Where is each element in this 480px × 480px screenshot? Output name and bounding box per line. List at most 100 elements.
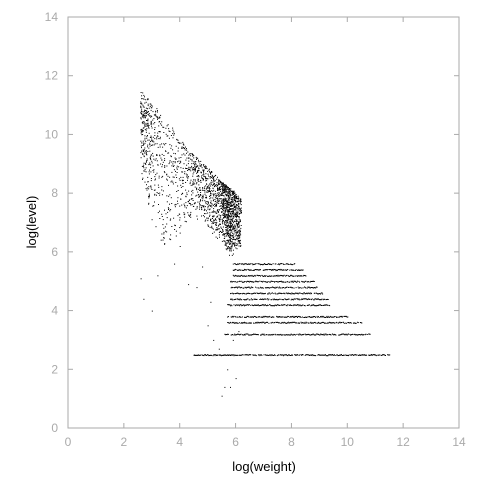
stripe-point xyxy=(348,354,350,356)
stripe-point xyxy=(223,354,224,356)
data-point xyxy=(169,203,170,205)
stripe-point xyxy=(345,354,347,356)
stripe-point xyxy=(263,354,265,356)
sparse-point xyxy=(188,284,190,286)
stripe-point xyxy=(313,287,315,289)
data-point xyxy=(141,102,143,104)
stripe-point xyxy=(287,281,289,283)
stripe-point xyxy=(237,316,238,318)
stripe-point xyxy=(271,305,273,307)
data-point xyxy=(187,151,189,153)
stripe-point xyxy=(290,274,292,276)
stripe-point xyxy=(237,281,238,283)
data-point xyxy=(226,200,228,202)
stripe-point xyxy=(264,269,266,271)
data-point xyxy=(229,237,231,239)
data-point xyxy=(142,177,144,179)
stripe-point xyxy=(288,281,290,283)
data-point xyxy=(205,178,207,180)
stripe-point xyxy=(289,275,291,277)
data-point xyxy=(141,150,143,152)
data-point xyxy=(208,184,210,186)
stripe-point xyxy=(264,293,266,295)
data-point xyxy=(209,196,211,197)
data-point xyxy=(145,163,147,165)
stripe-point xyxy=(345,315,347,317)
stripe-point xyxy=(244,333,245,335)
stripe-point xyxy=(264,304,266,306)
data-point xyxy=(143,127,145,129)
data-point xyxy=(218,184,220,185)
stripe-point xyxy=(247,268,249,270)
stripe-point xyxy=(264,322,266,324)
stripe-point xyxy=(257,293,259,295)
data-point xyxy=(215,225,217,226)
data-point xyxy=(179,205,181,207)
stripe-point xyxy=(297,304,299,306)
data-point xyxy=(228,193,230,195)
stripe-point xyxy=(252,281,254,283)
stripe-point xyxy=(303,281,305,283)
data-point xyxy=(168,195,170,197)
stripe-point xyxy=(218,354,220,356)
data-point xyxy=(180,184,182,186)
stripe-point xyxy=(330,322,332,324)
stripe-point xyxy=(234,281,236,283)
data-point xyxy=(142,127,144,129)
stripe-point xyxy=(387,354,389,356)
stripe-point xyxy=(243,354,245,356)
data-point xyxy=(188,214,190,216)
data-point xyxy=(156,108,158,110)
stripe-point xyxy=(283,292,285,294)
data-point xyxy=(196,215,198,217)
stripe-point xyxy=(299,333,301,335)
data-point xyxy=(140,107,142,109)
data-point xyxy=(156,194,157,196)
stripe-point xyxy=(251,263,253,265)
data-point xyxy=(197,169,199,171)
data-point xyxy=(156,155,158,156)
stripe-point xyxy=(276,322,278,323)
data-point xyxy=(234,192,236,194)
data-point xyxy=(234,241,236,243)
data-point xyxy=(185,167,186,169)
data-point xyxy=(180,198,182,200)
sparse-point xyxy=(202,266,204,268)
data-point xyxy=(146,113,148,114)
stripe-point xyxy=(228,304,230,306)
data-point xyxy=(141,98,143,100)
stripe-point xyxy=(336,317,338,318)
stripe-point xyxy=(244,281,245,283)
data-point xyxy=(190,213,192,215)
data-point xyxy=(172,176,174,178)
stripe-point xyxy=(261,333,263,335)
data-point xyxy=(207,191,209,193)
data-point xyxy=(231,198,233,200)
data-point xyxy=(227,220,229,222)
stripe-point xyxy=(247,298,249,300)
stripe-point xyxy=(268,269,270,270)
data-point xyxy=(229,235,231,237)
data-point xyxy=(210,195,212,197)
stripe-point xyxy=(271,287,273,289)
stripe-point xyxy=(313,304,315,306)
data-point xyxy=(225,190,227,192)
stripe-point xyxy=(299,269,301,271)
data-point xyxy=(177,203,179,205)
data-point xyxy=(225,209,227,211)
stripe-point xyxy=(234,263,236,265)
stripe-point xyxy=(271,354,273,356)
stripe-point xyxy=(250,275,252,277)
stripe-point xyxy=(285,292,287,294)
stripe-point xyxy=(292,275,294,277)
data-point xyxy=(171,203,173,204)
data-point xyxy=(220,195,222,196)
stripe-point xyxy=(237,275,239,277)
data-point xyxy=(176,139,178,141)
data-point xyxy=(232,224,234,226)
data-point xyxy=(230,226,231,228)
stripe-point xyxy=(276,321,278,323)
data-point xyxy=(226,232,228,234)
data-point xyxy=(237,209,239,211)
stripe-point xyxy=(285,270,287,271)
